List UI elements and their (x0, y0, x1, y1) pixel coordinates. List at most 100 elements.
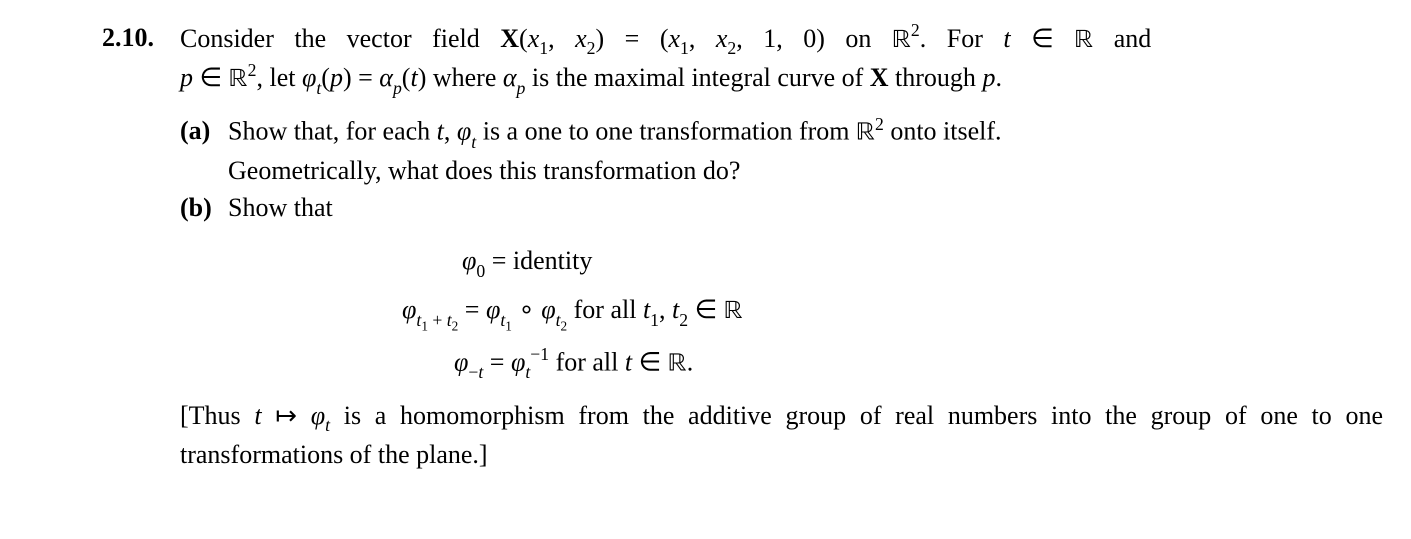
var-x: x (528, 24, 540, 53)
sub-2: 2 (727, 38, 736, 58)
text: = identity (485, 246, 592, 275)
text: is the maximal integral curve of (525, 63, 869, 92)
period: . (687, 348, 694, 377)
text: ) = (343, 63, 379, 92)
sub-t: t (525, 362, 530, 382)
sub-t1plus-t2: t1 + t2 (416, 310, 458, 330)
sub-t2: t2 (556, 310, 568, 330)
text: Show that, for each (228, 117, 437, 146)
part-a-line2: Geometrically, what does this transforma… (228, 156, 740, 185)
plus: + (428, 310, 447, 330)
var-p: p (330, 63, 343, 92)
sup-inverse: −1 (530, 344, 549, 364)
equations-block: φ0 = identity φt1 + t2 = φt1 ∘ φt2 for a… (102, 243, 1383, 383)
mapsto: ↦ (262, 401, 311, 430)
problem-number: 2.10. (102, 20, 180, 55)
text: Show that (228, 193, 333, 222)
phi: φ (302, 63, 316, 92)
sub-1: 1 (680, 38, 689, 58)
sub-2: 2 (587, 38, 596, 58)
phi: φ (457, 117, 471, 146)
text: [Thus (180, 401, 254, 430)
alpha: α (503, 63, 517, 92)
phi: φ (402, 295, 416, 324)
sup-2: 2 (911, 20, 920, 40)
alpha: α (379, 63, 393, 92)
text: onto itself. (884, 117, 1002, 146)
text: . (995, 63, 1002, 92)
sub-1: 1 (650, 310, 659, 330)
text: ∈ (193, 63, 229, 92)
phi: φ (454, 348, 468, 377)
remark: [Thus t ↦ φt is a homomorphism from the … (180, 398, 1383, 472)
blackboard-R: ℝ (1074, 28, 1093, 54)
text: ∈ (1011, 24, 1075, 53)
text: ) where (418, 63, 503, 92)
text: , (548, 24, 575, 53)
blackboard-R: ℝ (229, 67, 248, 93)
equation-3: φ−t = φt−1 for all t ∈ ℝ. (454, 344, 1383, 384)
sub-t: t (316, 78, 321, 98)
part-b-body: Show that (228, 190, 1383, 225)
var-x: x (716, 24, 728, 53)
sub-2: 2 (561, 319, 568, 334)
sup-2: 2 (248, 60, 257, 80)
problem-statement: Consider the vector field X(x1, x2) = (x… (180, 20, 1383, 99)
sub-p: p (517, 78, 526, 98)
vector-field-X: X (870, 63, 889, 92)
text: . For (920, 24, 1004, 53)
exercise-2-10: 2.10. Consider the vector field X(x1, x2… (0, 0, 1411, 482)
blackboard-R: ℝ (856, 121, 875, 147)
var-x: x (575, 24, 587, 53)
equation-1: φ0 = identity (462, 243, 1383, 282)
sub-1: 1 (505, 319, 512, 334)
sub-0: 0 (476, 261, 485, 281)
text: and (1093, 24, 1151, 53)
intro-line-2: p ∈ ℝ2, let φt(p) = αp(t) where αp is th… (180, 63, 1002, 92)
one: 1 (540, 344, 549, 364)
phi: φ (311, 401, 325, 430)
text: is a one to one transformation from (476, 117, 856, 146)
text: ( (321, 63, 330, 92)
text: = (458, 295, 486, 324)
phi: φ (541, 295, 555, 324)
part-a-body: Show that, for each t, φt is a one to on… (228, 113, 1383, 188)
sub-t: t (478, 362, 483, 382)
equation-2: φt1 + t2 = φt1 ∘ φt2 for all t1, t2 ∈ ℝ (402, 292, 1383, 334)
part-a: (a) Show that, for each t, φt is a one t… (180, 113, 1383, 188)
var-t: t (437, 117, 444, 146)
var-t: t (410, 63, 417, 92)
blackboard-R: ℝ (724, 299, 743, 325)
blackboard-R: ℝ (668, 352, 687, 378)
text: , let (256, 63, 302, 92)
var-p: p (180, 63, 193, 92)
in: ∈ (688, 295, 724, 324)
sub-p: p (393, 78, 402, 98)
text: , (444, 117, 457, 146)
var-p: p (982, 63, 995, 92)
var-t: t (1003, 24, 1010, 53)
sup-2: 2 (875, 114, 884, 134)
part-b: (b) Show that (180, 190, 1383, 225)
intro-line-1: Consider the vector field X(x1, x2) = (x… (180, 24, 1151, 53)
quantifier: for all (567, 295, 643, 324)
minus: − (530, 344, 540, 364)
sub-t1: t1 (500, 310, 512, 330)
part-b-label: (b) (180, 190, 228, 225)
phi: φ (462, 246, 476, 275)
text: Consider the vector field (180, 24, 500, 53)
text: ( (519, 24, 528, 53)
sub-1: 1 (539, 38, 548, 58)
compose: ∘ (512, 295, 541, 324)
var-t: t (254, 401, 261, 430)
sub-2: 2 (452, 319, 459, 334)
text: ) = ( (596, 24, 669, 53)
sub-1: 1 (421, 319, 428, 334)
sub-t: t (471, 132, 476, 152)
text: is a homomorphism from the additive grou… (180, 401, 1383, 469)
blackboard-R: ℝ (892, 28, 911, 54)
text: , 1, 0) on (736, 24, 892, 53)
sub-2: 2 (679, 310, 688, 330)
problem-intro: 2.10. Consider the vector field X(x1, x2… (102, 20, 1383, 99)
subparts: (a) Show that, for each t, φt is a one t… (180, 113, 1383, 225)
